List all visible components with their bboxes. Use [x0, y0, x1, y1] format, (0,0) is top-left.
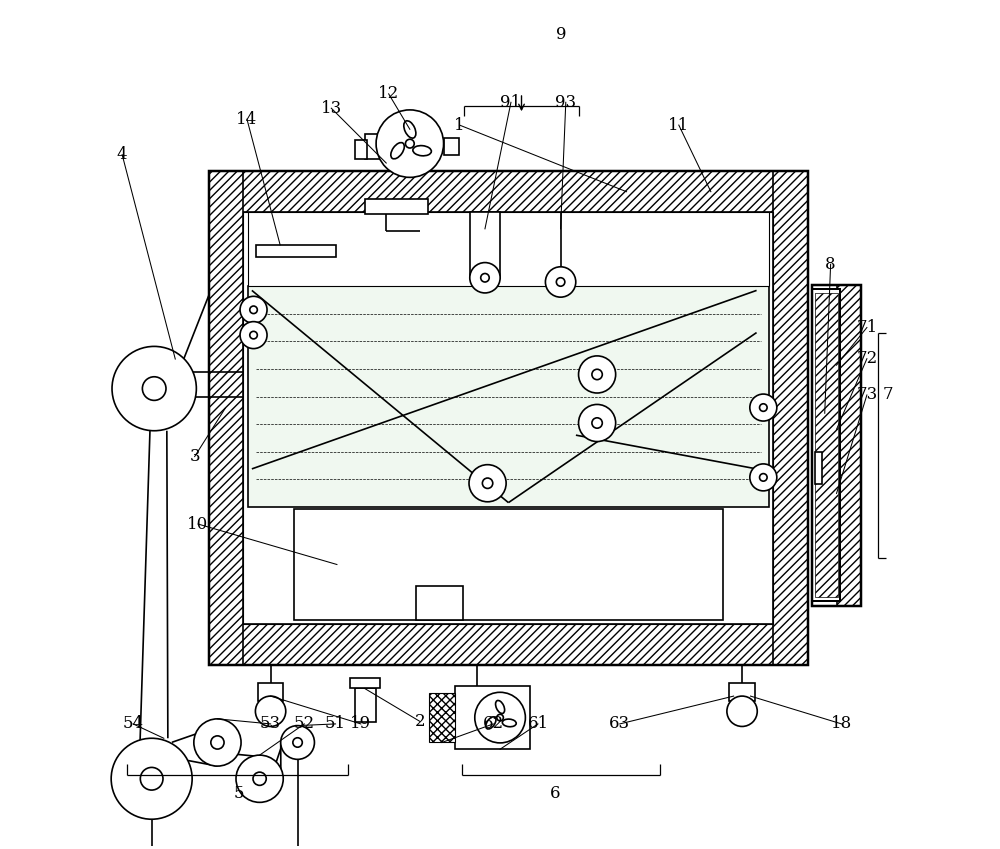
Bar [365, 133, 390, 159]
Text: 7: 7 [883, 386, 893, 403]
Circle shape [405, 139, 414, 148]
Bar [355, 689, 376, 722]
Bar [294, 509, 723, 620]
Circle shape [760, 404, 767, 411]
Circle shape [236, 755, 283, 802]
Text: 52: 52 [294, 716, 315, 733]
Text: 4: 4 [117, 146, 127, 163]
Circle shape [140, 767, 163, 790]
Ellipse shape [404, 121, 416, 138]
Circle shape [142, 377, 166, 401]
Bar [209, 624, 808, 665]
Ellipse shape [391, 143, 404, 159]
Circle shape [592, 369, 602, 380]
Text: 1: 1 [454, 116, 465, 133]
Circle shape [545, 267, 576, 297]
Circle shape [579, 356, 616, 393]
Bar [455, 686, 530, 749]
Bar [256, 245, 336, 256]
Circle shape [592, 418, 602, 428]
Circle shape [470, 262, 500, 293]
Bar [444, 138, 459, 155]
Text: 5: 5 [233, 785, 244, 802]
Circle shape [497, 714, 503, 721]
Bar [812, 290, 840, 601]
Text: 54: 54 [123, 716, 144, 733]
Circle shape [111, 739, 192, 819]
Ellipse shape [413, 146, 431, 156]
Text: 18: 18 [831, 716, 852, 733]
Text: 2: 2 [415, 713, 425, 730]
Ellipse shape [486, 717, 496, 729]
Bar [350, 678, 380, 689]
Circle shape [293, 738, 302, 747]
Circle shape [240, 296, 267, 323]
Text: 71: 71 [856, 319, 878, 336]
Circle shape [211, 736, 224, 749]
Text: 13: 13 [321, 99, 342, 116]
Bar [209, 171, 808, 665]
Text: 8: 8 [825, 256, 836, 273]
Bar [258, 683, 283, 701]
Bar [837, 285, 861, 605]
Circle shape [112, 346, 196, 430]
Text: 6: 6 [550, 785, 560, 802]
Ellipse shape [496, 700, 505, 713]
Bar [248, 212, 769, 286]
Circle shape [253, 772, 266, 785]
Text: 73: 73 [856, 386, 878, 403]
Bar [429, 693, 455, 743]
Text: 19: 19 [350, 716, 371, 733]
Bar [812, 285, 861, 605]
Text: 14: 14 [236, 110, 258, 127]
Text: 91: 91 [500, 93, 522, 111]
Text: 53: 53 [260, 716, 281, 733]
Circle shape [481, 273, 489, 282]
Circle shape [255, 696, 286, 727]
Bar [355, 140, 367, 159]
Text: 3: 3 [189, 448, 200, 465]
Text: 62: 62 [483, 716, 504, 733]
Circle shape [376, 110, 444, 177]
Text: 61: 61 [527, 716, 549, 733]
Bar [729, 683, 755, 701]
Bar [209, 171, 243, 665]
Bar [416, 587, 463, 620]
Circle shape [760, 474, 767, 481]
Circle shape [469, 464, 506, 502]
Bar [773, 171, 808, 665]
Bar [470, 212, 500, 278]
Bar [248, 286, 769, 507]
Text: 72: 72 [856, 350, 878, 368]
Circle shape [240, 322, 267, 349]
Text: 12: 12 [378, 86, 399, 103]
Ellipse shape [502, 719, 516, 727]
Bar [365, 200, 428, 215]
Circle shape [750, 464, 777, 491]
Bar [815, 452, 822, 484]
Text: 51: 51 [325, 716, 346, 733]
Circle shape [250, 306, 257, 313]
Circle shape [250, 331, 257, 339]
Bar [815, 294, 838, 597]
Text: 11: 11 [668, 116, 689, 133]
Circle shape [281, 726, 314, 759]
Circle shape [727, 696, 757, 727]
Circle shape [482, 478, 493, 488]
Text: 93: 93 [555, 93, 576, 111]
Text: 63: 63 [609, 716, 630, 733]
Circle shape [475, 692, 525, 743]
Bar [243, 212, 773, 624]
Circle shape [556, 278, 565, 286]
Circle shape [750, 394, 777, 421]
Text: 10: 10 [187, 515, 209, 532]
Text: 9: 9 [556, 26, 567, 43]
Circle shape [194, 719, 241, 766]
Bar [209, 171, 808, 212]
Circle shape [579, 404, 616, 441]
